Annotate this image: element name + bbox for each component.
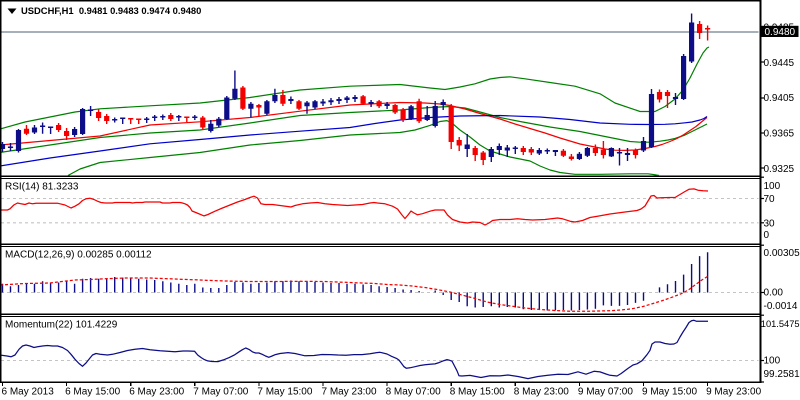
svg-text:7 May 07:00: 7 May 07:00 [193,386,248,397]
svg-text:0: 0 [764,230,770,241]
svg-text:-0.0014: -0.0014 [764,301,798,312]
svg-text:0.9365: 0.9365 [764,129,795,140]
svg-text:100: 100 [764,355,781,366]
svg-text:MACD(12,26,9) 0.00285 0.00112: MACD(12,26,9) 0.00285 0.00112 [5,250,152,261]
svg-text:7 May 23:00: 7 May 23:00 [322,386,377,397]
svg-text:99.2581: 99.2581 [764,369,800,380]
svg-text:Momentum(22) 101.4229: Momentum(22) 101.4229 [5,320,118,331]
svg-text:8 May 07:00: 8 May 07:00 [386,386,441,397]
svg-text:RSI(14) 81.3233: RSI(14) 81.3233 [5,182,79,193]
svg-text:8 May 23:00: 8 May 23:00 [514,386,569,397]
svg-text:0.9405: 0.9405 [764,93,795,104]
svg-text:0.9445: 0.9445 [764,58,795,69]
svg-text:101.5475: 101.5475 [761,319,800,329]
svg-text:0.00305: 0.00305 [764,248,800,259]
svg-text:0.9480: 0.9480 [765,27,796,38]
svg-text:USDCHF,H1 0.9481 0.9483 0.947: USDCHF,H1 0.9481 0.9483 0.9474 0.9480 [21,5,201,16]
svg-text:100: 100 [764,181,781,192]
svg-text:9 May 15:00: 9 May 15:00 [642,386,697,397]
svg-text:6 May 15:00: 6 May 15:00 [65,386,120,397]
svg-text:70: 70 [764,194,776,205]
svg-text:30: 30 [764,218,776,229]
svg-text:7 May 15:00: 7 May 15:00 [257,386,312,397]
svg-text:0.00: 0.00 [764,288,784,299]
svg-text:8 May 15:00: 8 May 15:00 [450,386,505,397]
svg-text:0.9325: 0.9325 [764,164,795,175]
svg-text:6 May 2013: 6 May 2013 [2,386,55,397]
svg-text:9 May 23:00: 9 May 23:00 [706,386,761,397]
svg-text:9 May 07:00: 9 May 07:00 [578,386,633,397]
svg-text:6 May 23:00: 6 May 23:00 [129,386,184,397]
